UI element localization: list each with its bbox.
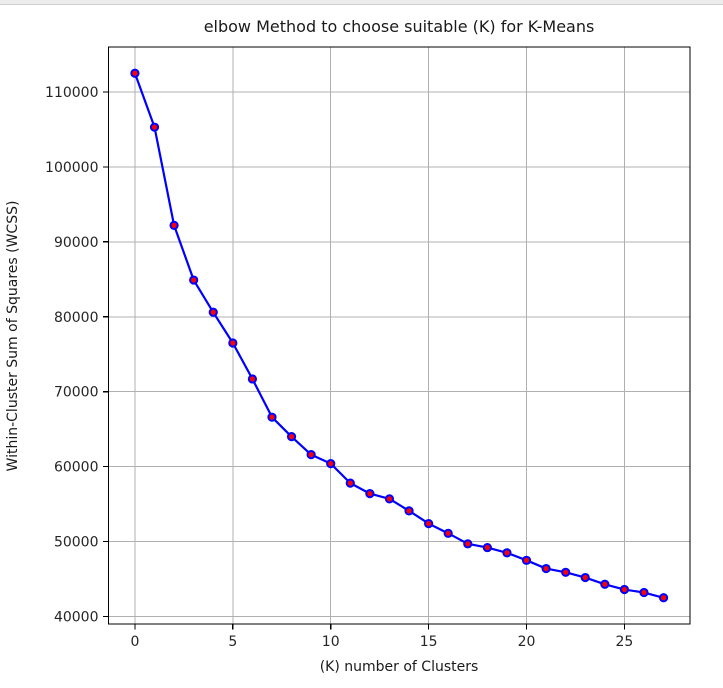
y-tick-label: 50000 <box>54 535 99 551</box>
data-point <box>443 528 453 538</box>
data-point <box>482 542 492 553</box>
x-tick-label: 25 <box>615 634 633 650</box>
x-tick-label: 0 <box>130 634 139 650</box>
data-point <box>365 489 375 499</box>
data-point <box>247 374 258 384</box>
data-point <box>619 584 630 595</box>
data-point <box>541 563 551 574</box>
data-point <box>463 539 473 549</box>
x-tick-label: 15 <box>420 634 438 650</box>
data-point <box>600 579 610 589</box>
data-point <box>228 338 238 348</box>
data-point <box>130 68 140 78</box>
y-tick-label: 70000 <box>54 385 99 401</box>
axes-spines <box>107 46 691 625</box>
data-point <box>580 572 590 583</box>
data-point <box>404 506 414 516</box>
data-point <box>149 122 160 132</box>
chart-title: elbow Method to choose suitable (K) for … <box>203 17 595 36</box>
data-point <box>639 587 649 598</box>
data-point <box>267 412 277 422</box>
data-point <box>502 548 512 558</box>
y-tick-label: 60000 <box>54 460 99 476</box>
data-point <box>384 494 395 504</box>
window-top-strip <box>0 0 723 5</box>
data-point <box>286 432 297 442</box>
data-point <box>521 555 532 565</box>
data-point <box>306 450 316 460</box>
x-tick-label: 5 <box>228 634 237 650</box>
data-point <box>424 518 434 529</box>
data-point <box>208 307 218 317</box>
wcss-line-series <box>133 72 665 599</box>
x-tick-label: 10 <box>322 634 340 650</box>
data-point <box>326 459 336 469</box>
x-axis-label: (K) number of Clusters <box>319 659 479 675</box>
data-point <box>345 478 355 488</box>
y-tick-label: 100000 <box>45 160 98 176</box>
y-tick-label: 40000 <box>54 610 99 626</box>
data-point <box>189 275 199 285</box>
y-tick-label: 90000 <box>54 235 99 251</box>
data-point <box>169 220 179 230</box>
y-tick-label: 80000 <box>54 310 99 326</box>
data-point <box>561 567 571 577</box>
y-tick-label: 110000 <box>45 85 98 101</box>
data-point <box>658 593 669 603</box>
x-tick-label: 20 <box>518 634 536 650</box>
